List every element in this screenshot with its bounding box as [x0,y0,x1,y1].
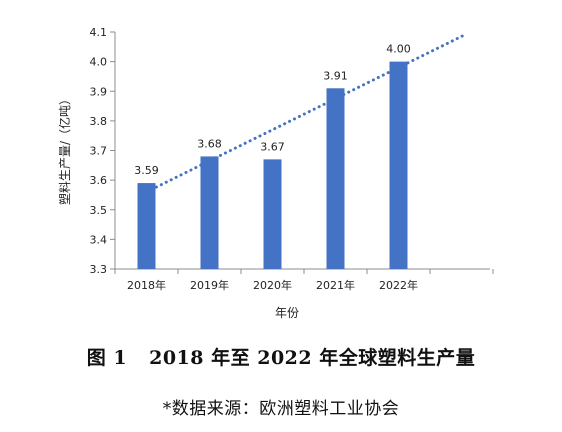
x-tick-label: 2019年 [190,278,229,292]
x-tick-label: 2018年 [127,278,166,292]
trendline [145,33,467,194]
data-labels: 3.59 3.68 3.67 3.91 4.00 [134,43,411,177]
figure-caption: 图 1 2018 年至 2022 年全球塑料生产量 [0,343,562,370]
y-tick-label: 3.7 [90,145,108,158]
x-axis-label: 年份 [275,306,299,320]
x-tick-label: 2022年 [379,278,418,292]
bar-chart: 3.33.43.53.63.73.83.94.04.1 2018年 2019年 20… [57,26,494,320]
x-tick-label: 2020年 [253,278,292,292]
y-tick-label: 3.8 [90,115,108,128]
trendline-path [145,33,467,194]
data-label: 3.91 [323,69,348,82]
y-tick-label: 3.6 [90,174,108,187]
y-tick-label: 3.4 [90,233,108,246]
figure-number: 图 1 [86,347,128,369]
y-axis: 3.3 3.4 3.5 3.6 3.7 3.8 3.9 4.0 4.1 [90,26,116,276]
x-axis: 2018年 2019年 2020年 2021年 2022年 [114,268,494,292]
y-tick-label: 3.3 [90,263,108,276]
bar [137,183,156,269]
data-label: 4.00 [386,43,411,56]
bar [263,159,282,269]
y-tick-label: 4.0 [90,56,108,69]
bar [200,156,219,269]
y-tick-label: 3.5 [90,204,108,217]
y-tick-label: 3.9 [90,85,108,98]
figure-title: 2018 年至 2022 年全球塑料生产量 [149,347,476,369]
data-label: 3.59 [134,164,159,177]
y-tick-label: 4.1 [90,26,108,39]
bar [389,61,408,269]
data-label: 3.68 [197,137,222,150]
data-source-note: *数据来源：欧洲塑料工业协会 [162,399,400,419]
bar [326,88,345,269]
y-axis-label: 塑料生产量/（亿吨） [57,93,72,205]
x-tick-label: 2021年 [316,278,355,292]
bars [137,61,408,269]
data-label: 3.67 [260,140,285,153]
